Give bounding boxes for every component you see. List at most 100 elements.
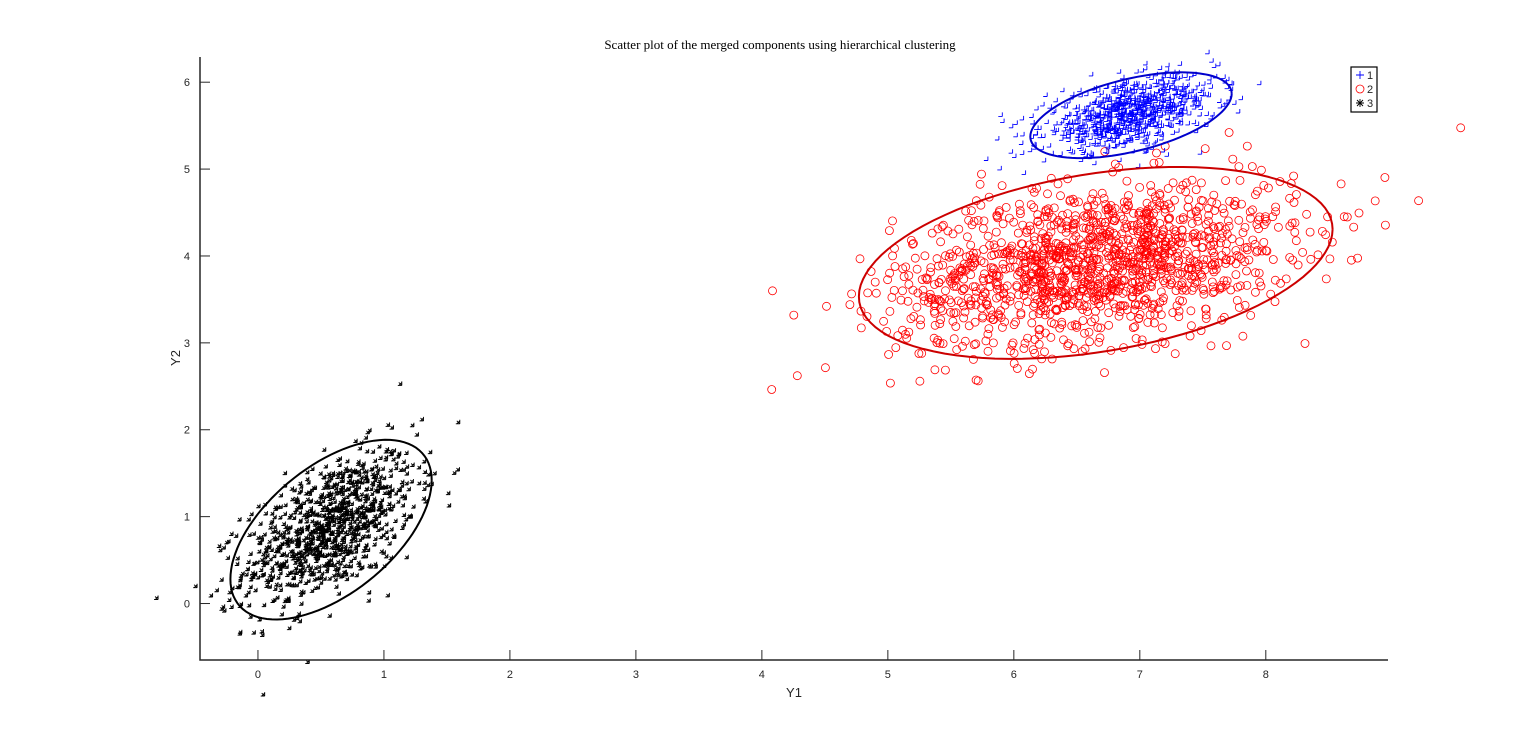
data-point xyxy=(918,285,928,295)
data-point xyxy=(399,479,405,484)
data-point xyxy=(1325,254,1335,264)
data-point xyxy=(1183,264,1193,274)
data-point xyxy=(1130,277,1140,286)
data-point xyxy=(1155,82,1160,87)
data-point xyxy=(1209,287,1219,296)
data-point xyxy=(936,315,945,325)
data-point xyxy=(1159,123,1165,128)
data-point xyxy=(291,582,296,588)
data-point xyxy=(1347,255,1356,265)
data-point xyxy=(257,540,263,546)
data-point xyxy=(1139,105,1144,110)
data-point xyxy=(957,286,967,296)
data-point xyxy=(1059,131,1065,136)
data-point xyxy=(353,494,359,499)
data-point xyxy=(1183,232,1192,242)
data-point xyxy=(1204,203,1213,213)
data-point xyxy=(1215,284,1224,294)
data-point xyxy=(363,495,368,500)
data-point xyxy=(272,528,278,533)
data-point xyxy=(313,512,318,517)
data-point xyxy=(949,271,958,280)
data-point xyxy=(1070,198,1079,208)
data-point xyxy=(309,588,315,593)
data-point xyxy=(324,568,329,574)
data-point xyxy=(948,316,958,326)
data-point xyxy=(1128,270,1138,280)
data-point xyxy=(1043,92,1048,97)
data-point xyxy=(1079,223,1088,233)
data-point xyxy=(1111,231,1121,240)
data-point xyxy=(1050,126,1055,131)
data-point xyxy=(1009,320,1019,330)
data-point xyxy=(1177,90,1182,95)
data-point xyxy=(1085,224,1094,234)
data-point xyxy=(1186,110,1192,116)
data-point xyxy=(316,575,322,581)
data-point xyxy=(1020,131,1025,137)
data-point xyxy=(341,470,346,475)
data-point xyxy=(255,535,261,540)
data-point xyxy=(373,487,378,493)
data-point xyxy=(335,508,340,513)
data-point xyxy=(333,485,339,491)
data-point xyxy=(908,239,917,249)
data-point xyxy=(1045,286,1054,296)
data-point xyxy=(1270,297,1280,307)
data-point xyxy=(1186,306,1196,316)
data-point xyxy=(329,561,334,567)
data-point xyxy=(318,471,323,476)
data-point xyxy=(1057,289,1066,299)
data-point xyxy=(1175,75,1181,81)
data-point xyxy=(1342,212,1352,222)
y-tick-label: 6 xyxy=(184,77,190,89)
data-point xyxy=(427,449,433,455)
data-point xyxy=(1192,92,1197,98)
data-point xyxy=(1052,306,1062,316)
data-point xyxy=(1162,102,1168,107)
data-point xyxy=(898,286,907,296)
data-point xyxy=(1164,214,1174,224)
data-point xyxy=(262,532,267,537)
data-point xyxy=(1110,216,1120,226)
data-point xyxy=(391,456,396,462)
data-point xyxy=(1096,117,1101,123)
data-point xyxy=(1034,339,1044,349)
data-point xyxy=(966,261,976,271)
data-point xyxy=(1143,223,1153,233)
data-point xyxy=(321,536,326,541)
data-point xyxy=(1142,198,1152,208)
data-point xyxy=(348,543,353,549)
data-point xyxy=(1028,244,1038,253)
data-point xyxy=(1114,129,1119,134)
data-point xyxy=(1216,238,1225,248)
data-point xyxy=(1091,118,1096,123)
data-point xyxy=(352,534,357,540)
data-point xyxy=(1095,262,1105,272)
data-point xyxy=(359,492,364,497)
data-point xyxy=(1089,281,1098,291)
data-point xyxy=(1063,115,1068,120)
data-point xyxy=(288,524,293,530)
data-point xyxy=(267,539,272,544)
data-point xyxy=(1035,324,1045,334)
data-point xyxy=(422,480,427,485)
data-point xyxy=(1105,143,1110,148)
data-point xyxy=(299,553,305,559)
data-point xyxy=(992,293,1001,303)
data-point xyxy=(1155,219,1165,228)
data-point xyxy=(1173,90,1178,95)
data-point xyxy=(1120,74,1125,80)
data-point xyxy=(1106,124,1111,129)
data-point xyxy=(294,582,299,588)
data-point xyxy=(1142,65,1148,71)
data-point xyxy=(297,618,302,624)
data-point xyxy=(292,560,298,565)
data-point xyxy=(1089,151,1094,156)
data-point xyxy=(374,470,380,476)
data-point xyxy=(1176,93,1181,98)
data-point xyxy=(1170,84,1176,90)
data-point xyxy=(969,248,978,258)
data-point xyxy=(316,564,322,569)
data-point xyxy=(309,534,315,539)
